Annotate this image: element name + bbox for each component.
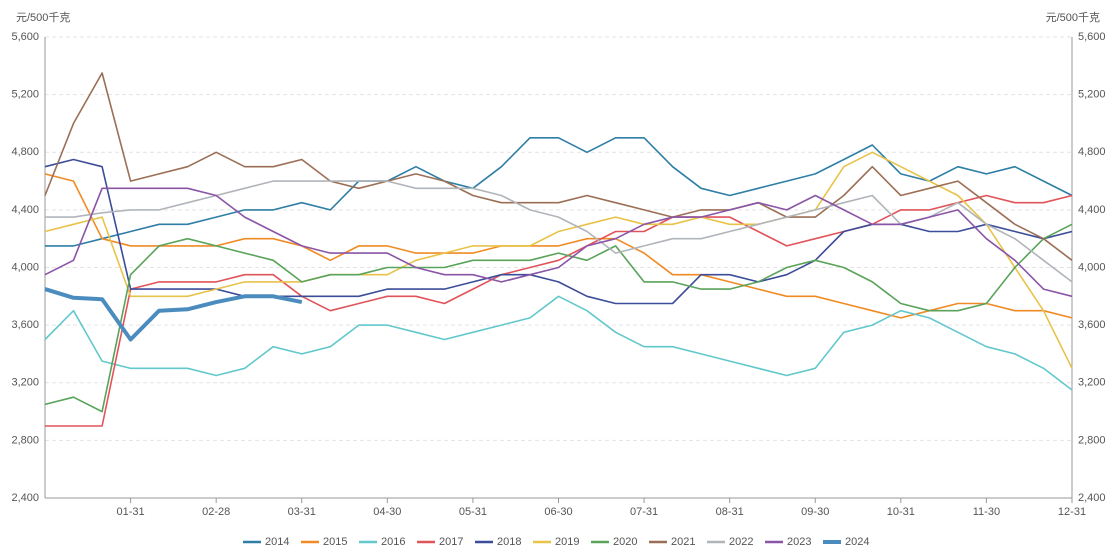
y-tick-label: 4,000 [11,261,39,273]
y2-tick-label: 2,800 [1078,434,1106,446]
series-line [44,223,1073,413]
series-line [44,187,1073,298]
x-tick-label: 10-31 [887,506,915,518]
x-tick-label: 12-31 [1058,506,1086,518]
series-line [45,137,1073,247]
y-tick-label: 2,400 [11,492,39,504]
y-tick-label: 5,600 [11,31,39,43]
legend-label: 2020 [613,536,637,548]
x-tick-label: 04-30 [373,506,401,518]
legend-label: 2023 [787,536,811,548]
x-tick-label: 03-31 [288,506,316,518]
legend-label: 2014 [265,536,289,548]
y2-tick-label: 3,600 [1078,319,1106,331]
x-tick-label: 01-31 [117,506,145,518]
y2-tick-label: 5,200 [1078,89,1106,101]
series-line [44,151,1073,369]
y2-tick-label: 4,400 [1078,204,1106,216]
legend-label: 2022 [729,536,753,548]
x-tick-label: 08-31 [716,506,744,518]
series-line [45,194,1073,427]
x-tick-label: 11-30 [973,506,1000,518]
legend-label: 2024 [845,536,869,548]
y2-axis-label: 元/500千克 [1046,11,1100,24]
y-axis-label: 元/500千克 [16,11,70,24]
y-tick-label: 4,400 [11,204,39,216]
x-tick-label: 09-30 [801,506,829,518]
y-tick-label: 4,800 [11,146,39,158]
legend-label: 2019 [555,536,579,548]
x-tick-label: 06-30 [544,506,572,518]
y2-tick-label: 4,800 [1078,146,1106,158]
x-tick-label: 05-31 [459,506,487,518]
legend-label: 2021 [671,536,695,548]
legend-label: 2015 [323,536,347,548]
series-line [44,287,303,342]
x-tick-label: 07-31 [630,506,658,518]
legend-label: 2018 [497,536,521,548]
x-tick-label: 02-28 [202,506,230,518]
y-tick-label: 5,200 [11,89,39,101]
y2-tick-label: 5,600 [1078,31,1106,43]
y2-tick-label: 4,000 [1078,261,1106,273]
legend-label: 2017 [439,536,463,548]
y-tick-label: 3,200 [11,377,39,389]
legend-label: 2016 [381,536,405,548]
y-tick-label: 2,800 [11,434,39,446]
series-line [44,295,1073,391]
series-line [44,72,1073,261]
y-tick-label: 3,600 [11,319,39,331]
y2-tick-label: 3,200 [1078,377,1106,389]
y2-tick-label: 2,400 [1078,492,1106,504]
